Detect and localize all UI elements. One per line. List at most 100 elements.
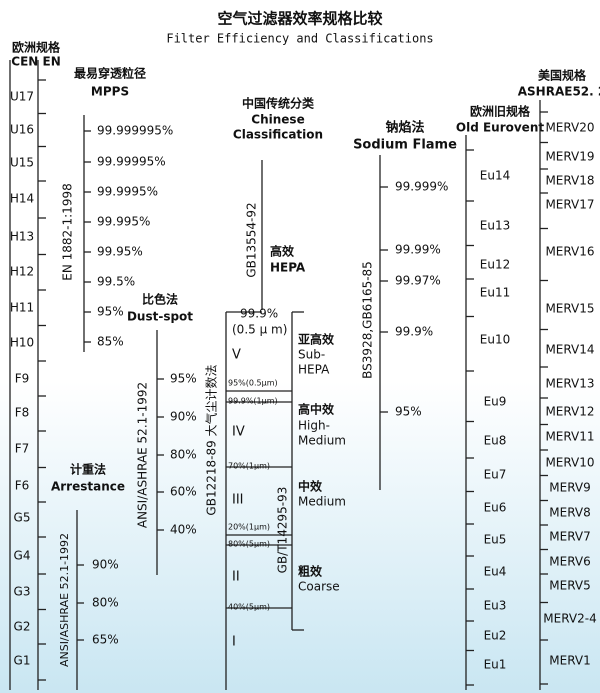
class-label: H11 bbox=[10, 301, 34, 315]
class-label: MERV15 bbox=[545, 302, 594, 316]
class-label: Eu11 bbox=[480, 286, 510, 300]
class-label: MERV20 bbox=[545, 121, 594, 135]
class-name: 粗效 bbox=[298, 564, 323, 579]
column-heading: Chinese bbox=[251, 113, 304, 127]
bound-label: 99.9%(1μm) bbox=[228, 397, 278, 406]
class-label: H12 bbox=[10, 265, 34, 279]
class-name: HEPA bbox=[270, 261, 306, 275]
efficiency-value: 90% bbox=[92, 558, 119, 572]
class-label: MERV17 bbox=[545, 198, 594, 212]
class-label: MERV18 bbox=[545, 174, 594, 188]
class-label: Eu10 bbox=[480, 333, 510, 347]
subtitle: Filter Efficiency and Classifications bbox=[166, 32, 433, 46]
class-name: 高效 bbox=[270, 244, 295, 259]
column-heading: 比色法 bbox=[142, 292, 178, 307]
class-name: High- bbox=[298, 419, 330, 433]
class-label: Eu6 bbox=[484, 501, 507, 515]
efficiency-value: 80% bbox=[170, 448, 197, 462]
bound-label: 20%(1μm) bbox=[228, 523, 270, 532]
column-heading: 计重法 bbox=[70, 462, 106, 477]
column-heading: Old Eurovent bbox=[456, 121, 544, 135]
grade: II bbox=[232, 570, 240, 585]
class-label: MERV16 bbox=[545, 245, 594, 259]
class-label: U15 bbox=[10, 156, 34, 170]
class-label: H10 bbox=[10, 336, 34, 350]
class-label: G4 bbox=[14, 549, 31, 563]
class-label: Eu5 bbox=[484, 533, 507, 547]
class-label: U17 bbox=[10, 90, 34, 104]
class-name: Medium bbox=[298, 434, 346, 448]
standard-label: ANSI/ASHRAE 52.1-1992 bbox=[136, 382, 150, 528]
class-label: Eu8 bbox=[484, 434, 507, 448]
column-heading: MPPS bbox=[91, 85, 129, 99]
class-label: MERV2-4 bbox=[543, 612, 596, 626]
class-label: MERV7 bbox=[549, 530, 590, 544]
efficiency-value: 99.95% bbox=[97, 245, 143, 259]
bound-label: 95%(0.5μm) bbox=[228, 379, 278, 388]
class-name: 高中效 bbox=[298, 402, 335, 417]
bound-label: 80%(5μm) bbox=[228, 540, 270, 549]
class-name: Sub- bbox=[298, 348, 325, 362]
class-label: G3 bbox=[14, 585, 31, 599]
grade: IV bbox=[232, 425, 245, 440]
class-name: HEPA bbox=[298, 363, 330, 377]
column-heading: Sodium Flame bbox=[353, 138, 457, 153]
standard-label: GB13554-92 bbox=[245, 202, 259, 277]
class-label: F9 bbox=[15, 372, 30, 386]
efficiency-value: 90% bbox=[170, 410, 197, 424]
bound-label: 70%(1μm) bbox=[228, 462, 270, 471]
class-label: Eu13 bbox=[480, 219, 510, 233]
class-label: MERV8 bbox=[549, 506, 590, 520]
class-label: Eu12 bbox=[480, 258, 510, 272]
column-heading: Classification bbox=[233, 128, 323, 142]
class-name: 中效 bbox=[298, 479, 323, 494]
efficiency-value: 99.97% bbox=[395, 274, 441, 288]
efficiency-value: 60% bbox=[170, 485, 197, 499]
efficiency-value: 99.9% bbox=[240, 307, 278, 321]
efficiency-value: 85% bbox=[97, 335, 124, 349]
standard-label: BS3928,GB6165-85 bbox=[361, 261, 375, 379]
efficiency-value: 95% bbox=[97, 305, 124, 319]
class-label: MERV11 bbox=[545, 430, 594, 444]
class-label: MERV1 bbox=[549, 654, 590, 668]
efficiency-value: 95% bbox=[395, 405, 422, 419]
class-label: Eu14 bbox=[480, 169, 510, 183]
class-label: F8 bbox=[15, 406, 30, 420]
class-label: MERV13 bbox=[545, 377, 594, 391]
class-label: Eu2 bbox=[484, 629, 507, 643]
column-heading: ASHRAE52. 2 bbox=[518, 85, 600, 99]
class-label: Eu3 bbox=[484, 599, 507, 613]
class-label: Eu4 bbox=[484, 565, 507, 579]
efficiency-value: 95% bbox=[170, 372, 197, 386]
column-heading: CEN EN bbox=[11, 55, 60, 69]
efficiency-value: (0.5 μ m) bbox=[232, 323, 287, 337]
column-heading: 欧洲旧规格 bbox=[470, 104, 531, 119]
efficiency-value: 99.995% bbox=[97, 215, 150, 229]
efficiency-value: 99.5% bbox=[97, 275, 135, 289]
class-label: MERV6 bbox=[549, 555, 590, 569]
class-label: MERV5 bbox=[549, 579, 590, 593]
column-heading: 钠焰法 bbox=[385, 120, 424, 136]
efficiency-value: 40% bbox=[170, 523, 197, 537]
class-label: Eu7 bbox=[484, 468, 507, 482]
column-heading: 中国传统分类 bbox=[242, 96, 315, 111]
grade: III bbox=[232, 493, 244, 508]
class-name: 亚高效 bbox=[298, 332, 335, 347]
class-label: MERV19 bbox=[545, 150, 594, 164]
efficiency-value: 99.99% bbox=[395, 243, 441, 257]
efficiency-value: 99.9% bbox=[395, 325, 433, 339]
efficiency-value: 99.9995% bbox=[97, 185, 158, 199]
class-label: H13 bbox=[10, 230, 34, 244]
column-heading: Dust-spot bbox=[127, 310, 193, 324]
standard-label: ANSI/ASHRAE 52.1-1992 bbox=[58, 533, 71, 667]
class-label: G2 bbox=[14, 620, 31, 634]
grade: V bbox=[232, 348, 241, 363]
efficiency-value: 80% bbox=[92, 596, 119, 610]
class-name: Medium bbox=[298, 495, 346, 509]
bound-label: 40%(5μm) bbox=[228, 603, 270, 612]
column-heading: 美国规格 bbox=[538, 68, 587, 83]
class-label: MERV12 bbox=[545, 405, 594, 419]
column-heading: Arrestance bbox=[51, 480, 125, 494]
